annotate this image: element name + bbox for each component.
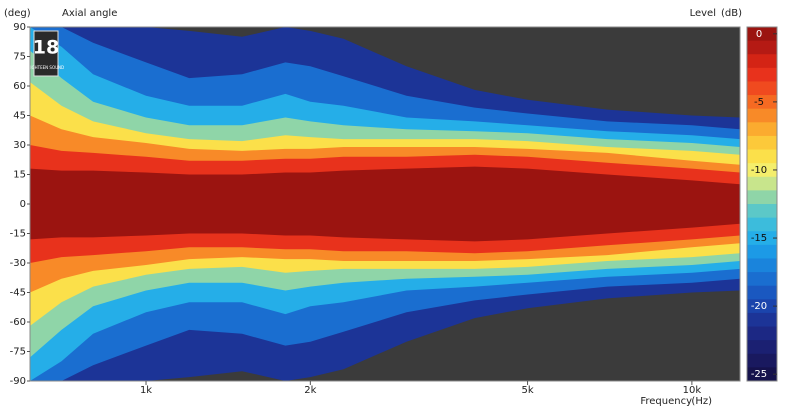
x-tick-label: 2k (304, 385, 316, 396)
colorbar-step (747, 67, 777, 82)
x-tick-label: 10k (683, 385, 702, 396)
y-tick-label: 90 (13, 22, 26, 33)
logo: 18 EIGHTEEN SOUND (28, 30, 64, 77)
y-tick-label: -30 (10, 258, 26, 269)
colorbar-step (747, 312, 777, 328)
y-tick-label: -45 (10, 288, 26, 299)
colorbar-step (747, 299, 777, 314)
colorbar-step (747, 176, 777, 191)
colorbar-label: Level (690, 8, 716, 19)
colorbar-step (747, 54, 777, 69)
colorbar-step (747, 353, 777, 368)
colorbar-step (747, 40, 777, 55)
colorbar-step (747, 367, 777, 382)
colorbar-step (747, 81, 777, 96)
colorbar-step (747, 95, 777, 110)
y-tick-label: 75 (13, 52, 26, 63)
colorbar-tick-label: 0 (756, 29, 762, 40)
colorbar-step (747, 231, 777, 246)
colorbar-step (747, 217, 777, 232)
contour-band (30, 166, 740, 242)
colorbar-step (747, 190, 777, 205)
colorbar-step (747, 135, 777, 151)
y-unit: (deg) (4, 8, 31, 19)
colorbar-frame (746, 26, 778, 382)
y-tick-label: 45 (13, 111, 26, 122)
y-tick-label: 0 (20, 199, 26, 210)
colorbar-step (747, 163, 777, 178)
colorbar-tick-label: -15 (751, 233, 767, 244)
colorbar-step (747, 272, 777, 287)
y-tick-label: -15 (10, 229, 26, 240)
colorbar-step (747, 326, 777, 341)
y-tick-label: 15 (13, 170, 26, 181)
logo-box (33, 30, 59, 77)
y-tick-label: 30 (13, 140, 26, 151)
colorbar-step (747, 340, 777, 355)
colorbar-tick-label: -5 (754, 97, 764, 108)
colorbar-step (747, 244, 777, 259)
colorbar-step (747, 122, 777, 137)
colorbar-tick-label: -20 (751, 301, 767, 312)
y-tick-label: -75 (10, 347, 26, 358)
y-tick-label: 60 (13, 81, 26, 92)
colorbar-step (747, 108, 777, 123)
y-tick-label: -60 (10, 317, 26, 328)
logo-mark: 18 (33, 37, 59, 59)
chart-title: Axial angle (62, 8, 117, 19)
x-tick-label: 1k (140, 385, 152, 396)
x-axis-label: Frequency (640, 396, 692, 407)
colorbar-step (747, 149, 777, 164)
colorbar-tick-label: -25 (751, 369, 767, 380)
colorbar-tick-label: -10 (751, 165, 767, 176)
y-tick-label: -90 (10, 376, 26, 387)
colorbar-unit: (dB) (721, 8, 742, 19)
plot-area (30, 27, 740, 381)
colorbar-step (747, 285, 777, 300)
logo-text: EIGHTEEN SOUND (28, 65, 64, 70)
colorbar-step (747, 204, 777, 219)
colorbar-step (747, 258, 777, 273)
x-axis-unit: (Hz) (691, 396, 712, 407)
colorbar-step (747, 27, 777, 42)
x-tick-label: 5k (521, 385, 533, 396)
axes: 90 75 60 45 30 15 0 -15 -30 -45 -60 -75 -90 1k 2k 5k 10k… (10, 22, 778, 396)
